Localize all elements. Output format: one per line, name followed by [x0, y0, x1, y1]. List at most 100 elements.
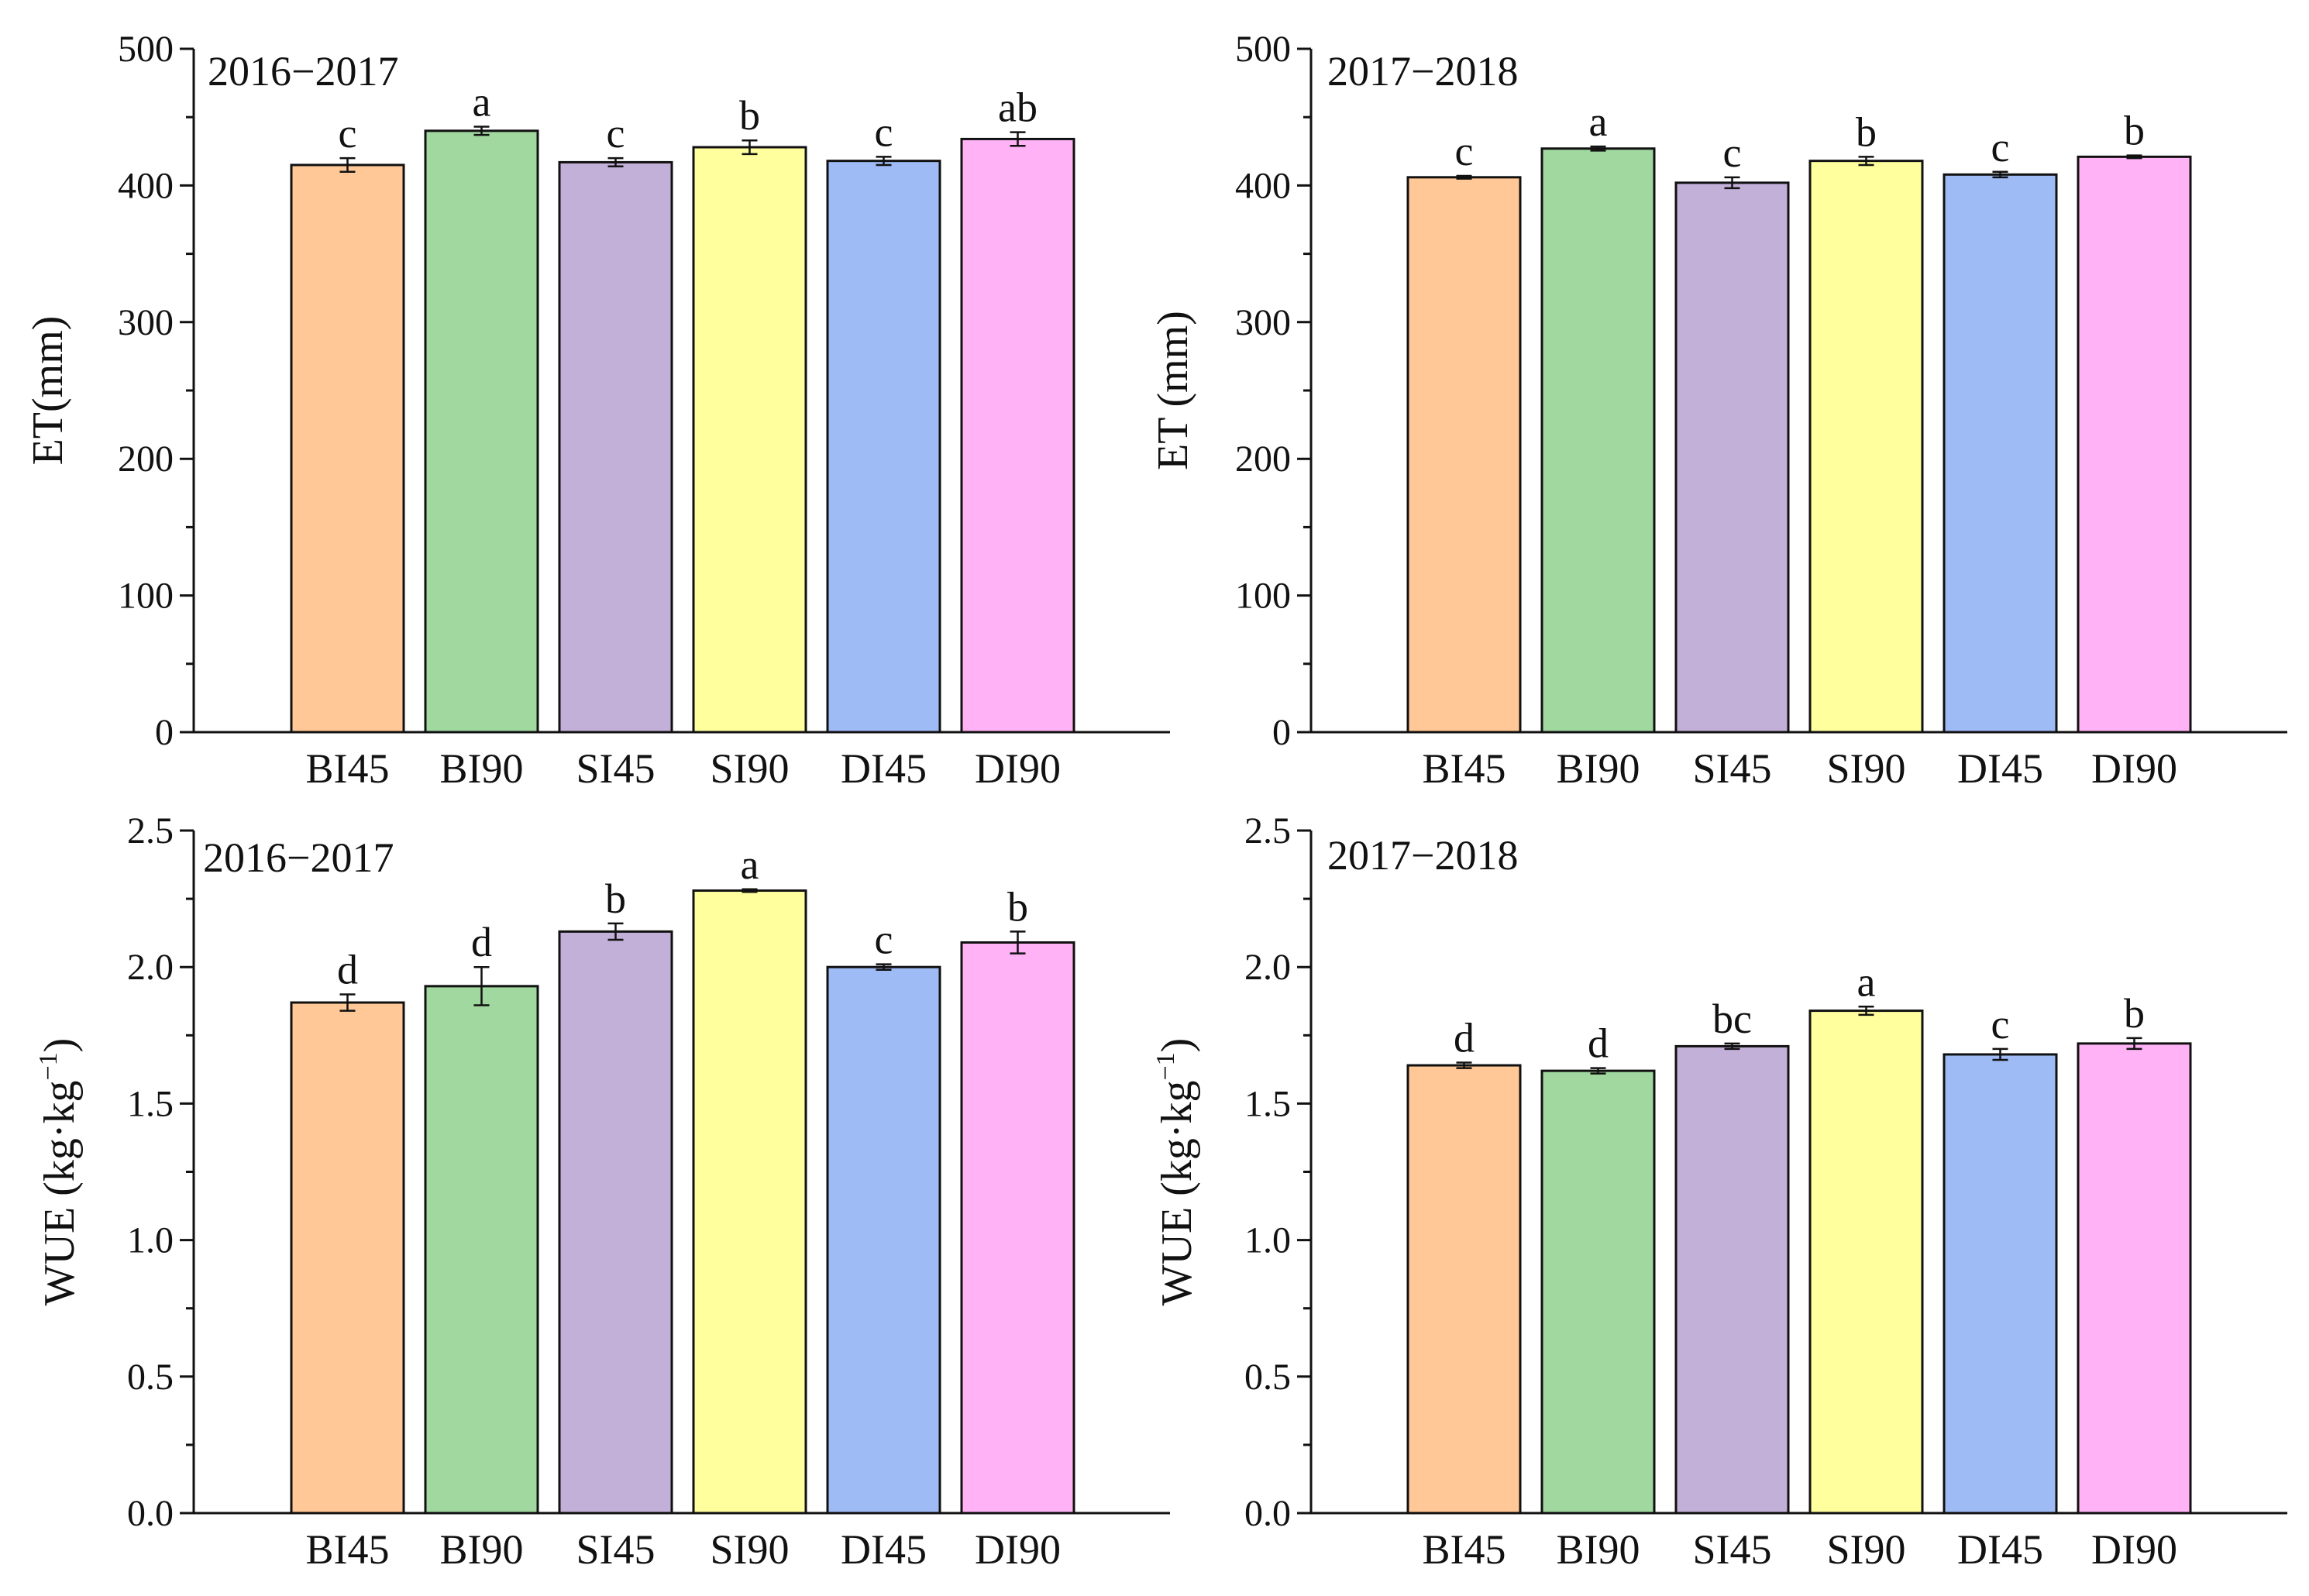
y-tick-label: 500: [1235, 29, 1291, 70]
y-tick-label: 0.5: [1244, 1357, 1291, 1398]
bar-BI90: [1540, 147, 1656, 734]
chart-panel-top-right: c BI45 a BI90 c SI45 b SI90 c DI45 b DI90 0 100 200 300…: [1149, 29, 2287, 792]
significance-label: c: [875, 108, 893, 155]
significance-label: d: [337, 946, 358, 992]
category-tick-label: SI45: [576, 1526, 655, 1573]
panel-title: 2017−2018: [1327, 48, 1518, 95]
y-tick-label: 400: [1235, 165, 1291, 206]
significance-label: a: [473, 79, 491, 126]
significance-label: a: [1589, 98, 1608, 145]
significance-label: b: [2124, 108, 2145, 154]
y-axis-title: ET(mm): [24, 316, 72, 466]
significance-label: d: [1454, 1015, 1475, 1061]
significance-label: bc: [1712, 996, 1752, 1042]
category-tick-label: SI90: [710, 1526, 789, 1573]
category-tick-label: BI90: [1557, 1526, 1640, 1573]
significance-label: a: [741, 841, 759, 888]
y-tick-label: 0.0: [127, 1493, 174, 1534]
y-axis-title-suffix: ): [1153, 1038, 1201, 1053]
category-tick-label: DI45: [1957, 1526, 2043, 1573]
bar-DI45: [826, 965, 941, 1515]
significance-label: d: [1588, 1020, 1609, 1067]
y-tick-label: 300: [1235, 302, 1291, 343]
category-tick-label: BI45: [306, 745, 390, 792]
y-tick-label: 1.0: [1244, 1220, 1291, 1261]
bar-BI45: [1406, 1064, 1522, 1515]
significance-label: b: [1856, 108, 1877, 155]
y-tick-label: 1.5: [127, 1083, 174, 1124]
y-axis-title-superscript: −1: [34, 1052, 63, 1080]
category-tick-label: BI45: [1423, 745, 1506, 792]
chart-panel-bottom-left: d BI45 d BI90 b SI45 a SI90 c DI45 b DI90 0.0 0.5 1.0 1…: [34, 810, 1170, 1573]
y-axis-title-suffix: ): [36, 1038, 84, 1053]
y-axis-title-main: ET(mm): [24, 316, 72, 466]
significance-label: b: [2124, 990, 2145, 1037]
bar-SI45: [1674, 181, 1790, 734]
bar-BI45: [290, 1001, 405, 1515]
y-axis-title-main: WUE (kg·kg: [36, 1081, 84, 1306]
y-axis-title-main: WUE (kg·kg: [1153, 1081, 1201, 1306]
significance-label: c: [1723, 129, 1742, 176]
significance-label: c: [875, 917, 893, 963]
bar-BI45: [1406, 176, 1522, 734]
bar-DI45: [1943, 1053, 2058, 1515]
category-tick-label: SI45: [576, 745, 655, 792]
bar-DI90: [2077, 1042, 2192, 1515]
bar-BI90: [424, 129, 539, 734]
y-tick-label: 400: [118, 165, 174, 206]
bar-SI90: [692, 146, 807, 734]
significance-label: c: [607, 110, 625, 157]
category-tick-label: SI45: [1692, 745, 1771, 792]
y-tick-label: 0.0: [1244, 1493, 1291, 1534]
y-tick-label: 0: [1272, 712, 1291, 753]
significance-label: c: [339, 110, 357, 157]
bar-DI90: [2077, 155, 2192, 734]
significance-label: b: [739, 92, 760, 139]
category-tick-label: DI45: [841, 745, 927, 792]
category-tick-label: DI45: [1957, 745, 2043, 792]
bar-SI90: [692, 889, 807, 1515]
y-tick-label: 2.0: [127, 947, 174, 988]
category-tick-label: DI45: [841, 1526, 927, 1573]
category-tick-label: SI90: [710, 745, 789, 792]
bar-SI45: [1674, 1044, 1790, 1515]
bar-BI90: [424, 985, 539, 1515]
category-tick-label: SI90: [1826, 745, 1905, 792]
y-axis-title: ET (mm): [1149, 311, 1197, 470]
y-axis-title-superscript: −1: [1151, 1052, 1180, 1080]
y-axis-title-main: ET (mm): [1149, 311, 1197, 470]
bar-BI45: [290, 163, 405, 734]
category-tick-label: BI45: [306, 1526, 390, 1573]
category-tick-label: DI90: [2091, 1526, 2177, 1573]
bar-SI90: [1808, 1010, 1924, 1515]
significance-label: a: [1857, 958, 1876, 1005]
category-tick-label: BI45: [1423, 1526, 1506, 1573]
category-tick-label: BI90: [440, 1526, 524, 1573]
bar-DI45: [1943, 173, 2058, 734]
chart-panel-bottom-right: d BI45 d BI90 bc SI45 a SI90 c DI45 b DI90 0.0 0.5 1.0…: [1151, 810, 2287, 1573]
significance-label: c: [1991, 1001, 2010, 1047]
y-tick-label: 200: [118, 439, 174, 480]
category-tick-label: SI45: [1692, 1526, 1771, 1573]
category-tick-label: DI90: [2091, 745, 2177, 792]
significance-label: b: [605, 875, 626, 922]
y-tick-label: 500: [118, 29, 174, 70]
bar-DI45: [826, 160, 941, 734]
y-axis-title: WUE (kg·kg−1): [34, 1038, 84, 1306]
bar-SI45: [558, 930, 673, 1515]
y-tick-label: 2.5: [127, 810, 174, 851]
bar-DI90: [960, 137, 1075, 734]
y-tick-label: 2.0: [1244, 947, 1291, 988]
significance-label: d: [471, 919, 492, 965]
category-tick-label: DI90: [975, 1526, 1061, 1573]
panel-title: 2017−2018: [1327, 832, 1518, 879]
y-tick-label: 100: [1235, 576, 1291, 617]
significance-label: b: [1007, 883, 1028, 930]
bar-DI90: [960, 941, 1075, 1515]
category-tick-label: BI90: [440, 745, 524, 792]
y-tick-label: 200: [1235, 439, 1291, 480]
y-tick-label: 1.5: [1244, 1083, 1291, 1124]
y-axis-title: WUE (kg·kg−1): [1151, 1038, 1201, 1306]
category-tick-label: DI90: [975, 745, 1061, 792]
